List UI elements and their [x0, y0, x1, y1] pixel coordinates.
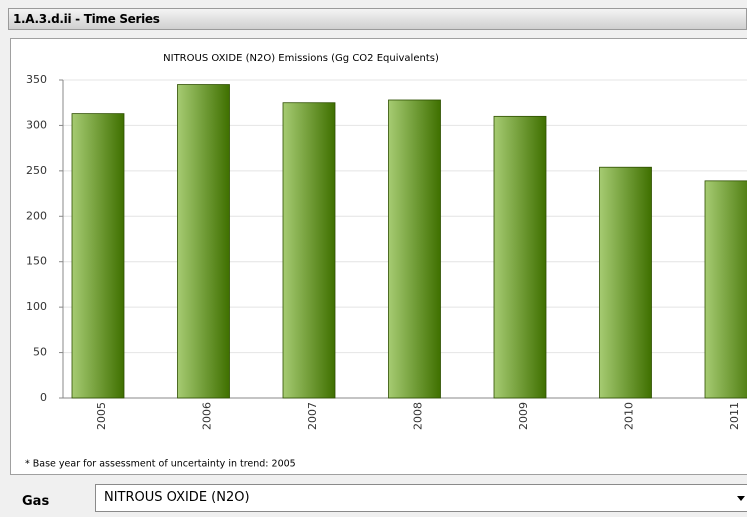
bar	[599, 166, 652, 399]
y-tick-label: 350	[26, 73, 47, 86]
x-tick-label: 2010	[623, 402, 636, 430]
y-tick-label: 200	[26, 209, 47, 222]
x-tick-label: 2009	[517, 402, 530, 430]
bar	[704, 180, 747, 399]
dropdown-value: NITROUS OXIDE (N2O)	[104, 490, 250, 505]
bar	[493, 115, 547, 399]
x-tick-label: 2011	[728, 402, 741, 430]
bar	[71, 113, 125, 399]
y-tick-label: 50	[33, 346, 47, 359]
bar	[388, 99, 441, 399]
chart-panel: NITROUS OXIDE (N2O) Emissions (Gg CO2 Eq…	[10, 38, 747, 475]
dropdown-arrow[interactable]	[737, 496, 745, 501]
y-tick-label: 250	[26, 164, 47, 177]
gas-dropdown[interactable]: NITROUS OXIDE (N2O)	[95, 484, 747, 512]
x-tick-label: 2008	[412, 402, 425, 430]
chart: NITROUS OXIDE (N2O) Emissions (Gg CO2 Eq…	[25, 53, 747, 470]
x-tick-label: 2006	[201, 402, 214, 430]
bar	[282, 102, 336, 399]
x-tick-label: 2005	[95, 402, 108, 430]
chart-title: NITROUS OXIDE (N2O) Emissions (Gg CO2 Eq…	[163, 53, 439, 64]
footnote: * Base year for assessment of uncertaint…	[25, 459, 296, 470]
y-tick-label: 150	[26, 255, 47, 268]
gas-label: Gas	[22, 494, 50, 509]
y-tick-label: 300	[26, 118, 47, 131]
panel-header: 1.A.3.d.ii - Time Series	[8, 8, 747, 30]
y-tick-label: 100	[26, 300, 47, 313]
y-tick-label: 0	[40, 391, 47, 404]
x-tick-label: 2007	[306, 402, 319, 430]
bar	[177, 84, 230, 399]
